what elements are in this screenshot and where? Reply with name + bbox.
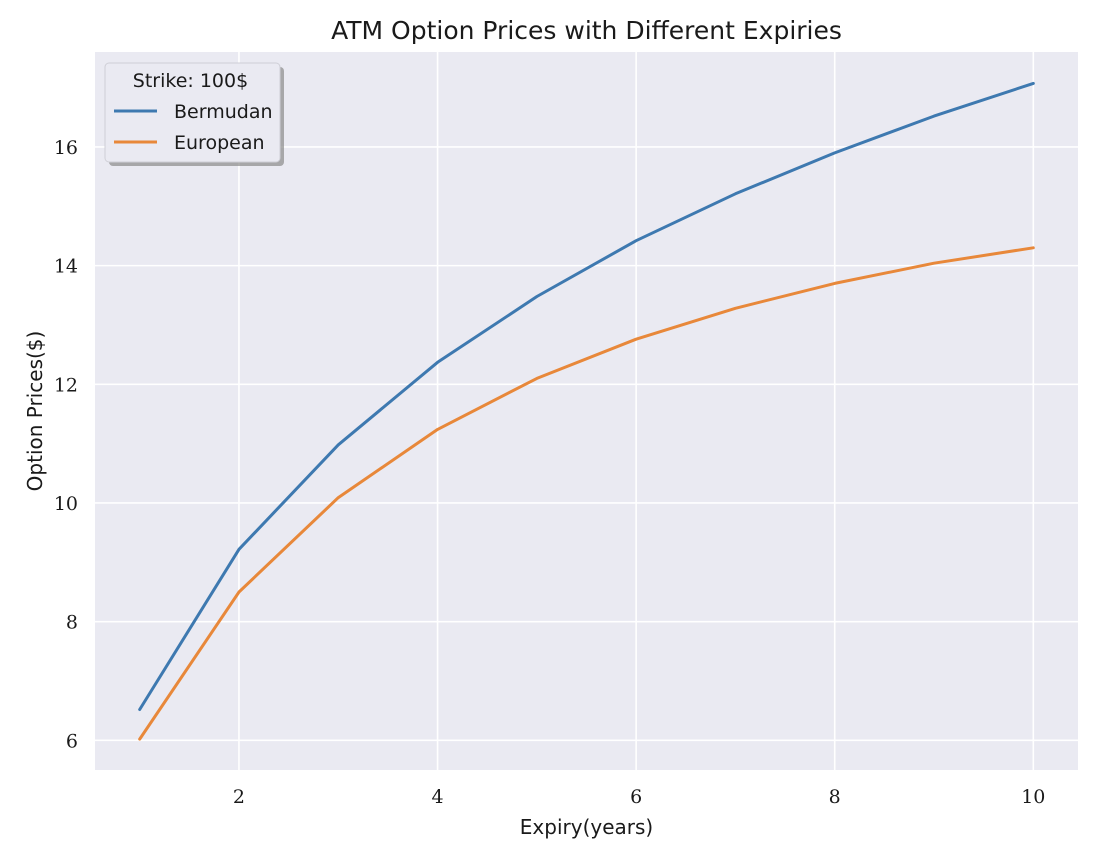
grid-lines <box>95 52 1078 770</box>
y-tick-label: 16 <box>54 137 78 159</box>
x-tick-label: 2 <box>233 786 245 808</box>
legend-title: Strike: 100$ <box>133 70 248 92</box>
plot-area <box>95 52 1078 770</box>
x-tick-label: 4 <box>432 786 444 808</box>
y-tick-label: 6 <box>66 730 78 752</box>
tick-labels: 2 4 6 8 10 6 8 10 12 14 16 <box>54 137 1046 808</box>
y-tick-label: 8 <box>66 612 78 634</box>
x-tick-label: 8 <box>829 786 841 808</box>
series-lines <box>138 81 1035 741</box>
x-tick-label: 10 <box>1021 786 1045 808</box>
x-tick-label: 6 <box>630 786 642 808</box>
legend-label-bermudan: Bermudan <box>174 101 273 123</box>
y-tick-label: 10 <box>54 493 78 515</box>
legend: Strike: 100$ Bermudan European <box>104 62 284 166</box>
y-tick-label: 14 <box>54 256 78 278</box>
series-line-european <box>138 246 1035 741</box>
y-axis-label: Option Prices($) <box>23 331 47 492</box>
x-axis-label: Expiry(years) <box>520 815 653 839</box>
series-line-bermudan <box>138 81 1035 711</box>
y-tick-label: 12 <box>54 374 78 396</box>
legend-label-european: European <box>174 132 265 154</box>
chart-title: ATM Option Prices with Different Expirie… <box>331 16 842 45</box>
legend-box <box>104 62 281 163</box>
